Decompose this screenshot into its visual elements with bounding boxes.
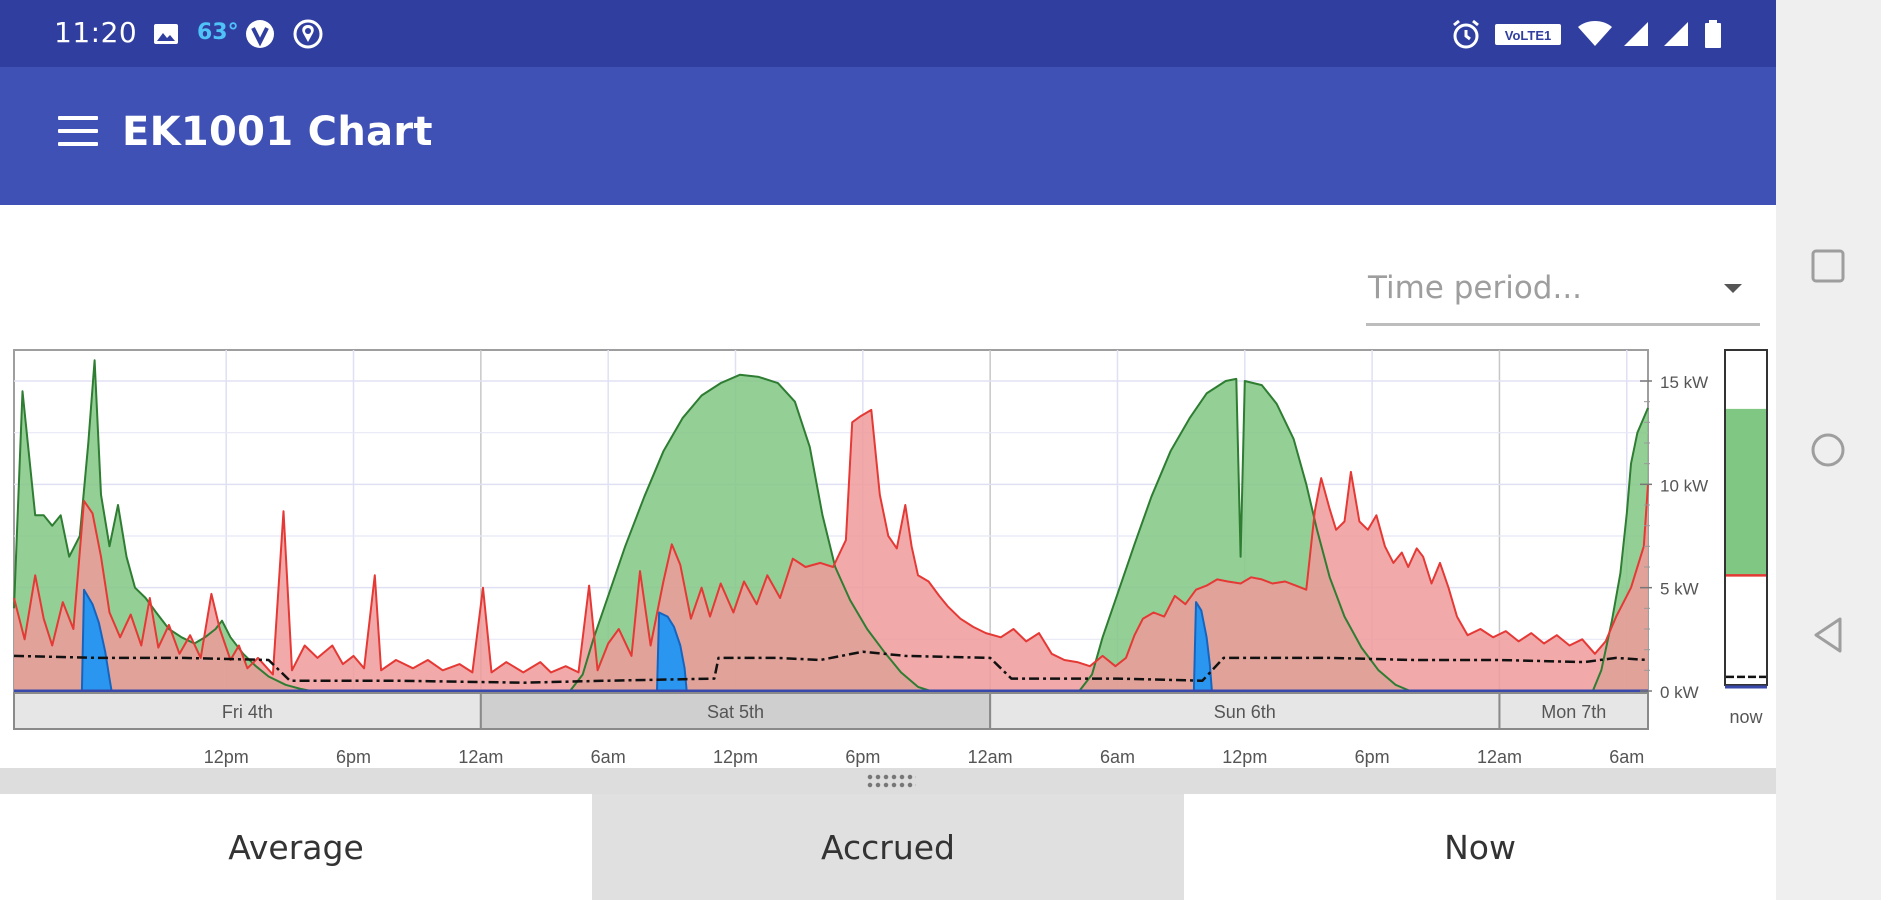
image-icon	[154, 24, 178, 44]
day-band-label: Fri 4th	[222, 702, 273, 722]
series-line-battery	[80, 588, 1213, 692]
series-line-consumption	[13, 408, 1649, 676]
location-icon	[293, 19, 323, 49]
temperature-icon: 63°	[197, 20, 239, 45]
chevron-down-icon	[1724, 284, 1742, 293]
system-nav-bar	[1776, 0, 1881, 900]
y-tick-label: 10 kW	[1660, 476, 1708, 495]
x-tick-label: 12am	[1477, 747, 1522, 767]
x-tick-label: 12am	[968, 747, 1013, 767]
x-tick-label: 12pm	[1222, 747, 1267, 767]
chart-axis: 0 kW 5 kW 10 kW 15 kW Fri 4th Sat 5th Sun 6th M…	[13, 373, 1708, 767]
tab-accrued[interactable]: Accrued	[592, 794, 1184, 900]
x-tick-label: 6am	[591, 747, 626, 767]
status-bar: 11:20 63° VoLTE1	[0, 0, 1776, 67]
series-area-consumption	[14, 409, 1648, 691]
battery-icon	[1705, 20, 1721, 48]
x-tick-label: 6pm	[336, 747, 371, 767]
tab-average[interactable]: Average	[0, 794, 592, 900]
x-tick-label: 6am	[1100, 747, 1135, 767]
x-tick-label: 12pm	[204, 747, 249, 767]
x-tick-label: 6pm	[845, 747, 880, 767]
alarm-icon	[1453, 19, 1479, 49]
x-tick-label: 12am	[458, 747, 503, 767]
now-label: now	[1729, 707, 1763, 727]
series-line-baseline	[13, 650, 1649, 684]
day-band-label: Mon 7th	[1541, 702, 1606, 722]
x-tick-label: 6pm	[1355, 747, 1390, 767]
back-icon[interactable]	[1806, 613, 1850, 657]
day-band	[989, 692, 1501, 730]
home-icon[interactable]	[1806, 428, 1850, 472]
time-period-dropdown[interactable]: Time period...	[1366, 262, 1760, 326]
time-period-placeholder: Time period...	[1368, 270, 1583, 306]
day-band-label: Sat 5th	[707, 702, 764, 722]
signal-icon-2	[1664, 22, 1688, 46]
x-tick-label: 12pm	[713, 747, 758, 767]
energy-chart[interactable]: 0 kW 5 kW 10 kW 15 kW Fri 4th Sat 5th Sun 6th M…	[0, 340, 1776, 770]
y-tick-label: 15 kW	[1660, 373, 1708, 392]
tab-bar: Average Accrued Now	[0, 794, 1776, 900]
chart-canvas[interactable]: 0 kW 5 kW 10 kW 15 kW Fri 4th Sat 5th Sun 6th M…	[0, 340, 1776, 770]
signal-icon	[1624, 22, 1648, 46]
resize-handle[interactable]	[0, 768, 1776, 794]
v-app-icon	[246, 20, 274, 48]
day-band	[1498, 692, 1650, 730]
menu-icon[interactable]	[58, 116, 98, 152]
drag-handle-icon[interactable]	[866, 773, 916, 789]
day-band	[479, 692, 992, 730]
tab-now[interactable]: Now	[1184, 794, 1776, 900]
app-bar: EK1001 Chart	[0, 67, 1776, 205]
chart-series	[13, 359, 1649, 692]
volte-icon: VoLTE1	[1495, 24, 1561, 45]
y-tick-label: 0 kW	[1660, 683, 1699, 702]
x-tick-label: 6am	[1609, 747, 1644, 767]
recents-icon[interactable]	[1806, 244, 1850, 288]
now-solar-fill	[1726, 408, 1766, 576]
series-line-solar	[13, 359, 1649, 692]
y-tick-label: 5 kW	[1660, 580, 1699, 599]
wifi-icon	[1578, 21, 1612, 46]
volte-label: VoLTE1	[1505, 28, 1551, 43]
app-root: 11:20 63° VoLTE1	[0, 0, 1776, 900]
now-indicator: now	[1724, 349, 1768, 727]
day-band-label: Sun 6th	[1214, 702, 1276, 722]
page-title: EK1001 Chart	[122, 109, 433, 155]
day-band	[13, 692, 482, 730]
status-time: 11:20	[54, 16, 138, 49]
